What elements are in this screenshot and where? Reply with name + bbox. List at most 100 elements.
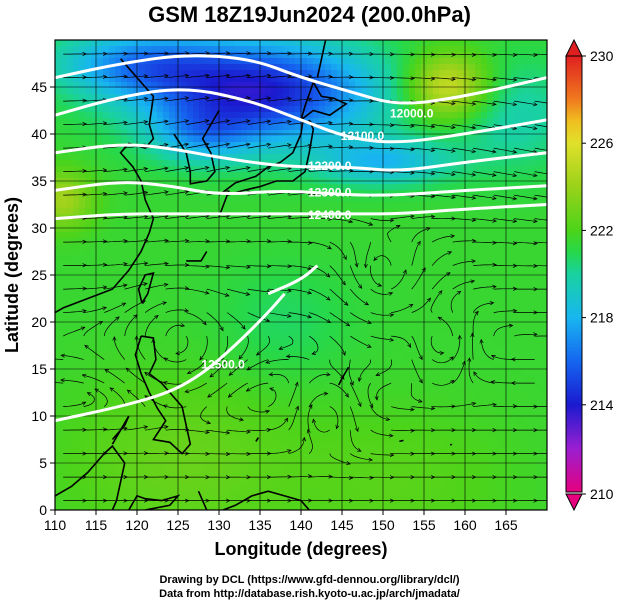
height-contour <box>55 88 547 144</box>
colorbar-ticks: 210 214 218 222 226 230 <box>582 48 614 502</box>
streamline-arrowhead <box>451 195 456 200</box>
streamline <box>534 124 547 128</box>
streamline-arrowhead <box>82 286 87 291</box>
streamline <box>186 288 209 294</box>
streamline <box>145 263 169 266</box>
streamline-arrowhead <box>286 313 292 318</box>
streamline <box>472 311 479 337</box>
streamline <box>288 382 298 407</box>
streamline-arrowhead <box>471 101 477 106</box>
streamline-arrowhead <box>307 290 313 295</box>
streamline <box>349 265 362 289</box>
streamline <box>83 428 107 431</box>
streamline-arrowhead <box>286 449 292 454</box>
streamline <box>247 406 270 413</box>
height-contour <box>55 203 547 221</box>
streamline-arrowhead <box>246 96 251 101</box>
streamline-arrowhead <box>204 142 210 147</box>
streamline-arrowhead <box>342 255 347 261</box>
streamline-arrowhead <box>143 166 149 172</box>
credit-data-source: Data from http://database.rish.kyoto-u.a… <box>159 588 460 600</box>
coastline-segment <box>134 335 192 455</box>
streamline <box>308 374 331 384</box>
streamline-arrowhead <box>308 404 313 409</box>
streamline <box>124 53 148 55</box>
streamline-arrowhead <box>348 475 354 480</box>
streamline <box>145 426 169 431</box>
streamline-arrowhead <box>471 195 477 200</box>
streamline-arrowhead <box>184 286 190 291</box>
streamline-arrowhead <box>123 191 128 196</box>
streamline-arrowhead <box>294 381 299 387</box>
streamline <box>187 359 207 374</box>
streamline <box>206 288 230 297</box>
streamline-arrowhead <box>348 219 354 224</box>
streamline-arrowhead <box>389 218 395 223</box>
streamline <box>145 75 169 78</box>
streamline-arrowhead <box>184 427 190 432</box>
streamline-arrowhead <box>163 357 169 362</box>
streamline-arrowhead <box>204 165 210 171</box>
streamline <box>391 335 412 348</box>
streamline-arrowhead <box>175 351 180 356</box>
streamline <box>247 75 271 78</box>
streamline-arrowhead <box>457 334 462 340</box>
streamline <box>309 265 330 278</box>
streamline-arrowhead <box>255 351 261 356</box>
streamline <box>265 359 289 364</box>
streamline <box>350 476 374 479</box>
streamline-arrowhead <box>241 325 246 330</box>
streamline <box>238 336 249 360</box>
streamline <box>452 77 476 81</box>
streamline-arrowhead <box>554 311 558 314</box>
streamline <box>493 100 517 106</box>
streamline <box>60 379 84 384</box>
streamline-arrowhead <box>389 433 394 438</box>
streamline <box>493 241 517 244</box>
streamline <box>452 124 476 129</box>
streamline-arrowhead <box>219 326 224 332</box>
streamline-arrowhead <box>326 372 331 377</box>
streamline <box>227 75 251 78</box>
streamline-arrowhead <box>402 269 407 275</box>
streamline-arrowhead <box>287 239 293 244</box>
y-tick-label: 45 <box>31 79 47 95</box>
streamline-arrowhead <box>410 428 415 433</box>
streamline <box>514 53 538 56</box>
streamline <box>165 167 189 172</box>
streamline-arrowhead <box>328 167 333 173</box>
streamline-arrowhead <box>492 240 497 245</box>
streamline <box>55 358 64 360</box>
streamline-arrowhead <box>141 300 146 305</box>
streamline <box>165 264 189 266</box>
x-tick-label: 140 <box>289 517 313 533</box>
streamline-arrowhead <box>554 242 558 246</box>
streamline-arrowhead <box>410 214 415 219</box>
streamline <box>165 191 189 196</box>
streamline-arrowhead <box>164 451 170 456</box>
streamline-arrowhead <box>421 267 426 272</box>
colorbar-tick-label: 222 <box>590 222 614 238</box>
streamline-arrowhead <box>287 264 292 269</box>
streamline <box>391 147 415 151</box>
streamline-arrowhead <box>164 238 169 243</box>
streamline <box>288 475 312 478</box>
streamline-arrowhead <box>554 475 558 478</box>
streamline <box>410 383 423 403</box>
coastline-segment <box>111 415 130 445</box>
streamline-arrowhead <box>102 306 107 311</box>
streamline-arrowhead <box>375 372 381 376</box>
streamline <box>186 143 209 149</box>
streamline <box>514 171 537 177</box>
streamline <box>63 100 87 102</box>
streamline-arrowhead <box>354 427 359 433</box>
streamline <box>104 216 128 219</box>
streamline-arrowhead <box>265 409 271 414</box>
streamline-arrowhead <box>451 125 456 130</box>
streamline-arrowhead <box>369 475 374 480</box>
streamline <box>493 325 513 337</box>
x-tick-label: 130 <box>207 517 231 533</box>
streamline <box>247 312 270 322</box>
streamline <box>473 147 496 153</box>
streamline-arrowhead <box>184 389 190 394</box>
